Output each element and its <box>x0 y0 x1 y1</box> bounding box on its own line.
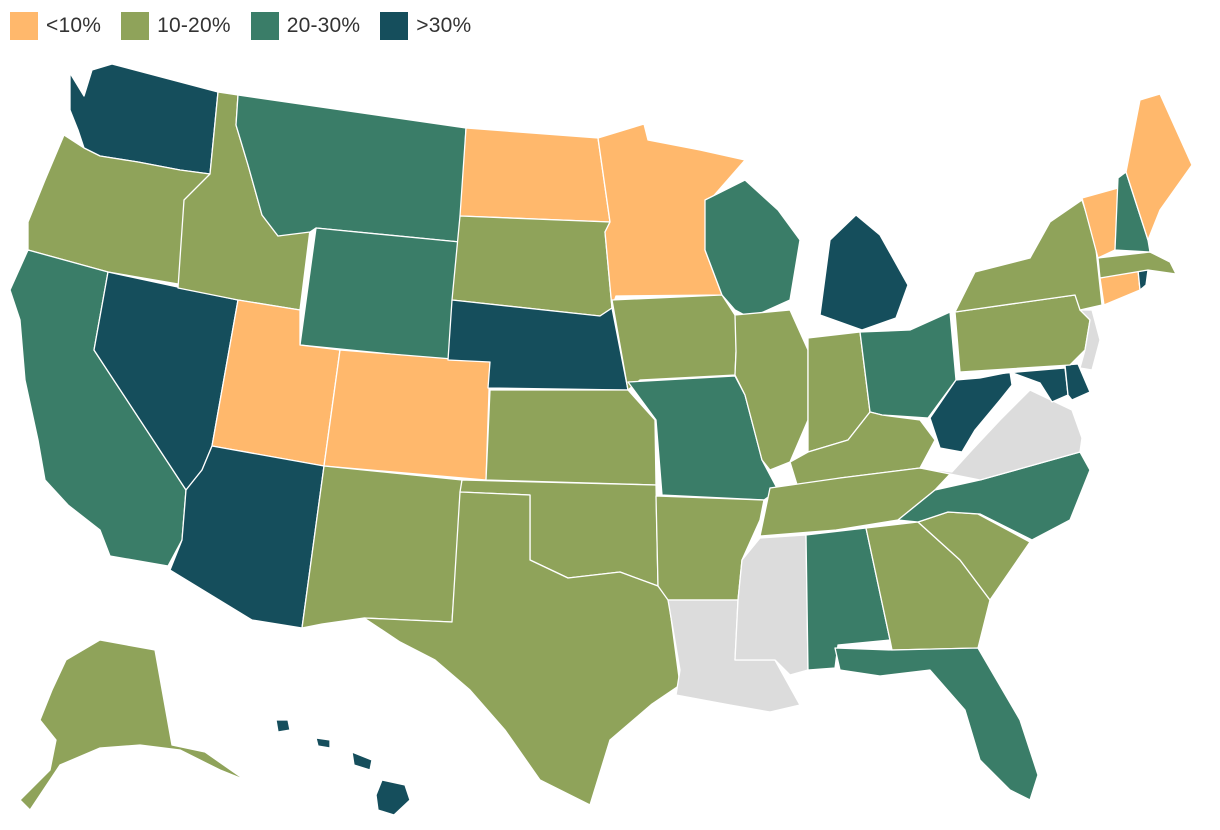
state-sd[interactable] <box>451 215 613 317</box>
state-ks[interactable] <box>485 389 657 486</box>
state-mt[interactable] <box>235 94 467 243</box>
state-il[interactable] <box>734 309 809 471</box>
state-nh[interactable] <box>1114 171 1151 253</box>
legend-label-10-20: 10-20% <box>157 14 231 37</box>
legend-label-over-30: >30% <box>416 14 472 37</box>
state-nm[interactable] <box>301 465 463 629</box>
legend-item-10-20: 10-20% <box>121 12 231 40</box>
legend-swatch-over-30 <box>380 12 409 40</box>
state-ri[interactable] <box>1137 269 1149 291</box>
state-nd[interactable] <box>459 127 611 223</box>
state-co[interactable] <box>323 349 491 481</box>
legend-label-20-30: 20-30% <box>286 14 361 37</box>
state-nj[interactable] <box>1079 309 1101 371</box>
state-ak[interactable] <box>19 639 246 811</box>
legend-swatch-20-30 <box>250 12 279 40</box>
state-ne[interactable] <box>447 299 629 391</box>
state-ms[interactable] <box>734 534 809 676</box>
state-nc[interactable] <box>897 451 1091 541</box>
state-wv[interactable] <box>929 371 1013 453</box>
state-de[interactable] <box>1064 363 1091 401</box>
legend-swatch-under-10 <box>10 12 38 40</box>
legend-item-under-10: <10% <box>10 12 101 40</box>
state-mi[interactable] <box>819 214 909 331</box>
state-wy[interactable] <box>299 227 461 361</box>
legend-item-20-30: 20-30% <box>250 12 361 40</box>
map-legend: <10% 10-20% 20-30% >30% <box>10 12 491 40</box>
state-me[interactable] <box>1125 93 1193 241</box>
state-tx[interactable] <box>363 491 681 806</box>
state-hi[interactable] <box>275 719 411 816</box>
state-wi[interactable] <box>704 179 801 319</box>
state-fl[interactable] <box>834 647 1039 801</box>
legend-item-over-30: >30% <box>380 12 471 40</box>
legend-swatch-10-20 <box>121 12 150 40</box>
legend-label-under-10: <10% <box>46 14 102 37</box>
state-ia[interactable] <box>611 294 749 391</box>
state-ny[interactable] <box>954 199 1103 313</box>
